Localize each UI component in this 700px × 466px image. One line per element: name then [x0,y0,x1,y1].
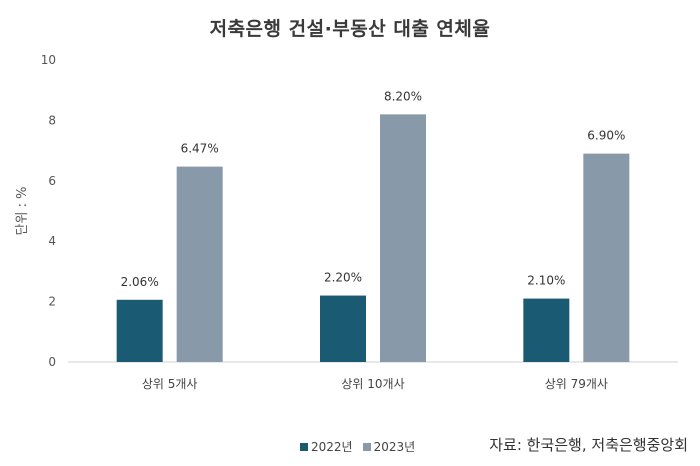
x-category-label: 상위 79개사 [545,377,608,391]
bar-2023년-2 [380,114,426,362]
bar-2022년-1 [116,299,163,362]
y-axis-label: 단위 : % [15,187,30,236]
legend-label-2023: 2023년 [373,440,416,454]
data-label: 6.90% [587,129,625,143]
legend: 2022년 2023년 [300,438,415,455]
bar-2023년-3 [583,153,630,362]
chart-title: 저축은행 건설·부동산 대출 연체율 [209,18,491,40]
data-label: 6.47% [181,142,219,156]
y-axis-label-group: 단위 : % [15,187,30,236]
y-tick-label: 4 [48,234,56,248]
legend-label-2022: 2022년 [311,440,353,454]
data-label: 2.06% [121,275,159,289]
legend-item-2022: 2022년 [300,438,353,455]
data-label: 2.10% [527,274,565,288]
data-label: 2.20% [324,271,362,285]
legend-swatch-2022 [300,442,308,451]
y-tick-label: 6 [48,174,56,188]
plot-area: 0 2 4 6 8 10 2.06% 6.47% 상위 5개사 2.20% 8.20% 상위 10개사… [41,53,678,391]
y-tick-label: 0 [48,355,56,369]
bar-2022년-2 [320,295,366,362]
bar-2023년-1 [176,166,223,362]
data-label: 8.20% [384,89,422,103]
x-category-label: 상위 10개사 [341,377,404,391]
bar-2022년-3 [523,298,570,362]
y-tick-label: 8 [48,113,56,127]
x-category-label: 상위 5개사 [142,377,198,391]
y-tick-label: 10 [41,53,56,67]
legend-item-2023: 2023년 [362,438,416,455]
y-tick-label: 2 [48,295,56,309]
source-note: 자료: 한국은행, 저축은행중앙회 [489,436,688,454]
legend-swatch-2023 [362,442,371,451]
